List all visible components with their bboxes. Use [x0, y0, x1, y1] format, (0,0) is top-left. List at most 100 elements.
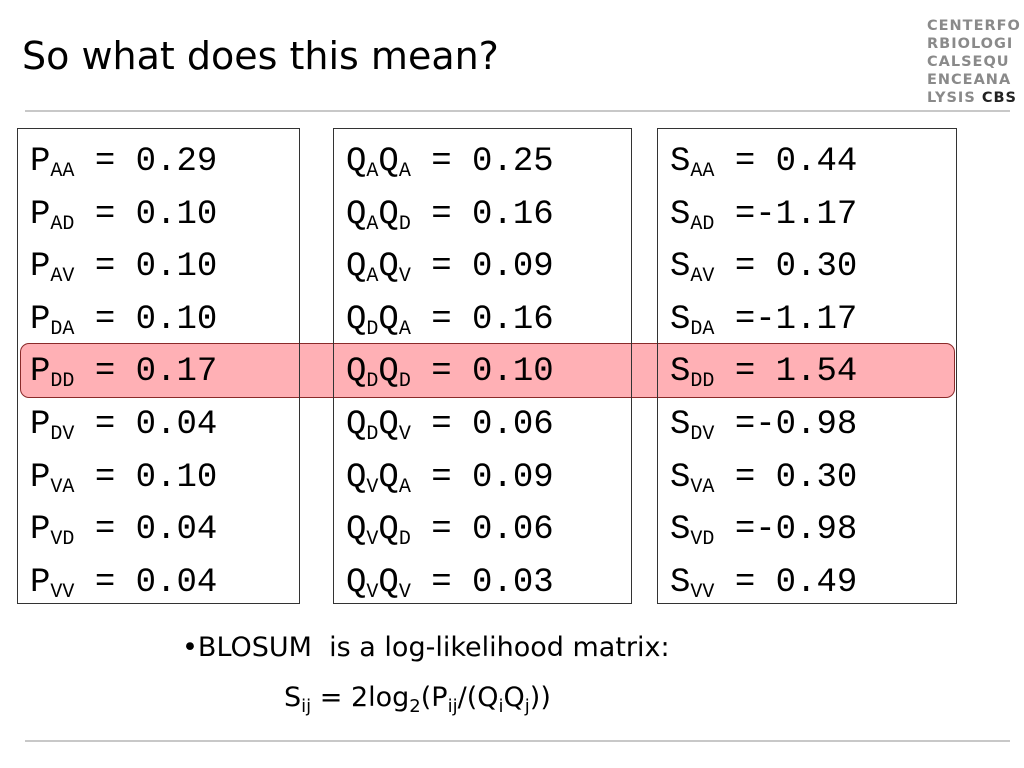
row: PAD = 0.10: [30, 189, 217, 242]
text: = 0.10: [410, 353, 554, 392]
text: )): [529, 682, 551, 713]
formula: Sij = 2log2(Pij/(QiQj)): [284, 682, 551, 716]
background-box: QAQA = 0.25 QAQD = 0.16 QAQV = 0.09 QDQA = …: [333, 128, 632, 604]
bottom-rule: [25, 740, 1010, 742]
text: /(Q: [457, 682, 499, 713]
subscript: D: [398, 528, 411, 552]
subscript: A: [398, 317, 411, 341]
row: PAA = 0.29: [30, 136, 217, 189]
logo-mark: CBS: [981, 90, 1017, 106]
subscript: AV: [50, 265, 75, 289]
text: = 0.04: [74, 511, 218, 550]
text: Q: [378, 511, 399, 550]
subscript: ij: [447, 696, 458, 717]
text: = 0.04: [74, 563, 218, 602]
row: SAA = 0.44: [670, 136, 857, 189]
subscript: D: [366, 317, 379, 341]
text: P: [30, 143, 51, 181]
subscript: A: [398, 475, 411, 499]
text: = 0.17: [74, 353, 218, 392]
row: SVA = 0.30: [670, 452, 857, 505]
text: Q: [378, 248, 399, 287]
subscript: AD: [690, 212, 715, 236]
subscript: V: [366, 580, 379, 604]
subscript: V: [398, 422, 411, 446]
text: P: [30, 195, 51, 234]
row: QAQV = 0.09: [346, 241, 554, 294]
subscript: VD: [690, 528, 715, 552]
logo-line: ENCEANA: [927, 72, 1012, 88]
subscript: A: [366, 265, 379, 289]
subscript: DD: [690, 370, 715, 394]
row: PVV = 0.04: [30, 557, 217, 610]
text: S: [670, 458, 691, 497]
subscript: AA: [690, 160, 715, 183]
subscript: AD: [50, 212, 75, 236]
text: = 0.16: [410, 300, 554, 339]
text: P: [30, 563, 51, 602]
subscript: i: [498, 696, 504, 717]
subscript: AA: [50, 160, 75, 183]
text: P: [30, 511, 51, 550]
text: = 0.44: [714, 143, 858, 181]
text: P: [30, 458, 51, 497]
text: Q: [378, 458, 399, 497]
text: = 0.29: [74, 143, 218, 181]
subscript: V: [366, 475, 379, 499]
text: = 0.49: [714, 563, 858, 602]
text: P: [30, 405, 51, 444]
text: Q: [346, 195, 367, 234]
text: Q: [346, 563, 367, 602]
text: = 1.54: [714, 353, 858, 392]
text: Q: [378, 195, 399, 234]
subscript: DV: [50, 422, 75, 446]
text: S: [670, 563, 691, 602]
subscript: 2: [409, 696, 421, 717]
logo-line: LYSIS CBS: [927, 90, 1017, 106]
top-rule: [25, 110, 1010, 112]
subscript: D: [398, 212, 411, 236]
highlight-row: [20, 343, 955, 398]
subscript: DD: [50, 370, 75, 394]
subscript: DA: [50, 317, 75, 341]
text: = 0.10: [74, 458, 218, 497]
text: S: [284, 682, 302, 713]
text: = 0.30: [714, 248, 858, 287]
text: P: [30, 248, 51, 287]
row: QAQA = 0.25: [346, 136, 554, 189]
subscript: j: [524, 696, 530, 717]
subscript: DV: [690, 422, 715, 446]
subscript: D: [398, 370, 411, 394]
score-box: SAA = 0.44 SAD =-1.17 SAV = 0.30 SDA =-1.17…: [657, 128, 957, 604]
row: SVV = 0.49: [670, 557, 857, 610]
subscript: V: [366, 528, 379, 552]
row: QVQA = 0.09: [346, 452, 554, 505]
text: Q: [378, 405, 399, 444]
text: = 0.09: [410, 248, 554, 287]
subscript: VV: [50, 580, 75, 604]
text: = 0.10: [74, 195, 218, 234]
subscript: ij: [301, 696, 312, 717]
text: = 0.09: [410, 458, 554, 497]
rows: PAA = 0.29 PAD = 0.10 PAV = 0.10 PDA = 0.10…: [30, 136, 217, 609]
text: = 0.04: [74, 405, 218, 444]
row: SDV =-0.98: [670, 399, 857, 452]
logo: CENTERFO RBIOLOGI CALSEQU ENCEANA LYSIS CBS: [927, 17, 1021, 107]
text: P: [30, 300, 51, 339]
subscript: V: [398, 265, 411, 289]
text: Q: [346, 458, 367, 497]
text: =-0.98: [714, 405, 858, 444]
row: SDD = 1.54: [670, 346, 857, 399]
row: QVQV = 0.03: [346, 557, 554, 610]
subscript: AV: [690, 265, 715, 289]
text: Q: [378, 300, 399, 339]
subscript: A: [366, 212, 379, 236]
rows: QAQA = 0.25 QAQD = 0.16 QAQV = 0.09 QDQA = …: [346, 136, 554, 609]
subscript: A: [366, 160, 379, 183]
subscript: VA: [50, 475, 75, 499]
row: PVA = 0.10: [30, 452, 217, 505]
row: SAD =-1.17: [670, 189, 857, 242]
text: = 0.06: [410, 511, 554, 550]
subscript: DA: [690, 317, 715, 341]
